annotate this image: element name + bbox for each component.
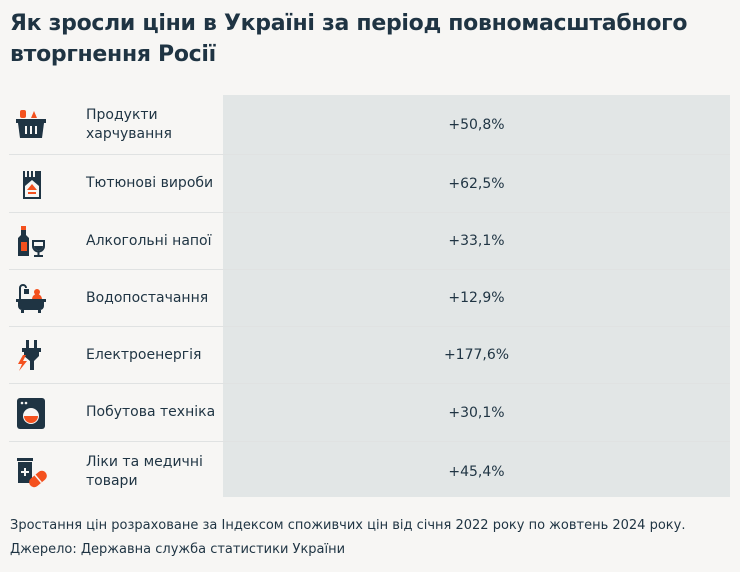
cigarettes-icon: [11, 167, 51, 201]
row-value: +30,1%: [448, 404, 505, 421]
table-row: Побутова техніка +30,1%: [9, 384, 730, 442]
row-value: +12,9%: [448, 290, 505, 306]
row-value: +62,5%: [448, 175, 505, 192]
row-label: Водопостачання: [86, 289, 209, 306]
row-label: Алкогольні напої: [86, 232, 212, 249]
table-row: Алкогольні напої +33,1%: [9, 213, 730, 270]
row-label: Продукти харчування: [86, 106, 172, 142]
source: Джерело: Державна служба статистики Укра…: [10, 542, 346, 557]
table-row: Водопостачання +12,9%: [9, 270, 730, 327]
row-value: +45,4%: [448, 463, 505, 480]
page-title: Як зросли ціни в Україні за період повно…: [10, 11, 688, 67]
bathtub-shower-icon: [11, 281, 51, 315]
footnote: Зростання цін розраховане за Індексом сп…: [10, 518, 686, 533]
row-label: Електроенергія: [86, 346, 202, 363]
table-row: Тютюнові вироби +62,5%: [9, 155, 730, 213]
row-value: +50,8%: [448, 116, 505, 133]
row-value: +177,6%: [443, 347, 510, 363]
washing-machine-icon: [11, 396, 51, 430]
row-label: Ліки та медичні товари: [86, 453, 203, 489]
table-row: Продукти харчування +50,8%: [9, 95, 730, 155]
value-column: [223, 95, 730, 497]
grocery-basket-icon: [11, 108, 51, 142]
table-row: Ліки та медичні товари +45,4%: [9, 442, 730, 501]
wine-bottle-glass-icon: [11, 224, 51, 258]
electric-plug-icon: [11, 338, 51, 372]
row-label: Тютюнові вироби: [86, 175, 214, 191]
price-table: Продукти харчування +50,8% Тютюнові виро…: [9, 95, 730, 501]
row-value: +33,1%: [448, 233, 505, 249]
table-row: Електроенергія +177,6%: [9, 327, 730, 384]
medicine-pills-icon: [11, 455, 51, 489]
row-label: Побутова техніка: [86, 404, 216, 420]
